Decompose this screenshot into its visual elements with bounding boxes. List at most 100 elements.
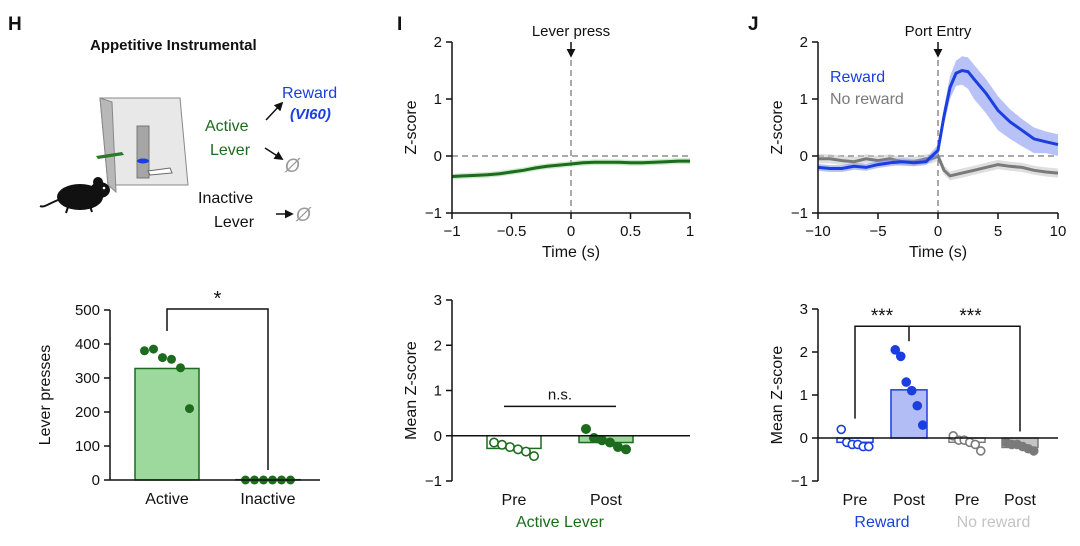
y-tick-label: 300 <box>75 370 100 387</box>
significance-marker-2: *** <box>959 306 982 327</box>
data-point <box>520 446 531 457</box>
data-point <box>620 444 631 455</box>
active-lever-label-2: Lever <box>210 142 251 159</box>
y-tick-label: −1 <box>791 205 808 222</box>
y-tick-label: 0 <box>434 148 442 165</box>
y-axis-label: Mean Z-score <box>769 346 786 445</box>
data-point <box>901 377 912 387</box>
schedule-label: (VI60) <box>290 106 331 123</box>
y-tick-label: 0 <box>800 430 808 447</box>
y-tick-label: 1 <box>800 387 808 404</box>
series-no-reward-error-band <box>818 151 1058 181</box>
y-tick-label: 100 <box>75 438 100 455</box>
series-reward-line <box>817 68 1059 170</box>
data-point <box>185 404 194 414</box>
arrow-icon-active-null <box>264 147 284 160</box>
x-category-label: Pre <box>843 492 868 509</box>
event-label: Port Entry <box>905 23 972 40</box>
panel-h-title: Appetitive Instrumental <box>90 37 257 54</box>
bar-active <box>134 367 200 481</box>
significance-marker: n.s. <box>548 386 572 403</box>
reward-label: Reward <box>282 85 337 102</box>
y-tick-label: −1 <box>425 473 442 490</box>
data-point <box>167 354 176 364</box>
y-tick-label: 0 <box>434 428 442 445</box>
legend-no-reward: No reward <box>830 91 904 108</box>
data-point <box>504 442 515 453</box>
x-tick-label: 1 <box>686 223 694 240</box>
event-label: Lever press <box>532 23 610 40</box>
data-point <box>149 344 158 354</box>
data-point <box>528 451 539 462</box>
data-point <box>975 446 986 456</box>
x-tick-label: −1 <box>443 223 460 240</box>
data-point <box>890 345 901 355</box>
group-label-active-lever: Active Lever <box>516 514 605 531</box>
x-category-label: Active <box>145 491 189 508</box>
y-axis-label: Lever presses <box>37 345 54 446</box>
data-point <box>836 424 847 435</box>
y-tick-label: 2 <box>800 34 808 51</box>
panel-j-letter: J <box>748 14 759 35</box>
y-axis-label: Z-score <box>769 100 786 154</box>
panel-i-letter: I <box>397 14 402 35</box>
data-point <box>604 437 615 448</box>
mouse-icon <box>39 177 110 214</box>
significance-marker: * <box>214 288 222 310</box>
y-tick-label: 2 <box>434 337 442 354</box>
null-symbol-active: Ø <box>284 156 301 177</box>
y-tick-label: 0 <box>800 148 808 165</box>
y-tick-label: 400 <box>75 336 100 353</box>
data-point <box>596 435 607 446</box>
data-point <box>158 353 167 363</box>
y-tick-label: −1 <box>791 473 808 490</box>
data-point <box>863 441 874 452</box>
y-axis-label: Z-score <box>403 100 420 154</box>
panel-h-letter: H <box>8 14 22 35</box>
inactive-lever-label-1: Inactive <box>198 190 253 207</box>
series-active-lever-line <box>451 159 690 178</box>
x-axis-label: Time (s) <box>909 244 967 261</box>
legend-reward: Reward <box>830 69 885 86</box>
x-tick-label: 0 <box>934 223 942 240</box>
x-category-label: Post <box>1004 492 1037 509</box>
data-point <box>580 423 591 434</box>
significance-bracket <box>854 325 1021 432</box>
y-tick-label: 1 <box>434 383 442 400</box>
x-category-label: Post <box>590 492 623 509</box>
data-point <box>906 385 917 396</box>
x-category-label: Pre <box>502 492 527 509</box>
data-point <box>895 351 906 362</box>
y-tick-label: 200 <box>75 404 100 421</box>
group-label-no-reward: No reward <box>957 514 1031 531</box>
bar-post-1 <box>890 389 928 439</box>
x-tick-label: 5 <box>994 223 1002 240</box>
chart-j-mean-zscore: Pre Post Pre Post −1 0 1 2 3 Mean Z-score Reward No… <box>769 301 1058 531</box>
data-point <box>496 439 507 450</box>
x-tick-label: 0 <box>567 223 575 240</box>
y-tick-label: 3 <box>434 292 442 309</box>
chart-h-lever-presses: Active Inactive 0 100 200 300 400 500 Lever pres… <box>37 288 320 508</box>
y-tick-label: 2 <box>434 34 442 51</box>
data-point <box>512 444 523 455</box>
x-tick-label: 0.5 <box>620 223 641 240</box>
group-label-reward: Reward <box>854 514 909 531</box>
y-tick-label: 2 <box>800 344 808 361</box>
x-category-label: Post <box>893 492 926 509</box>
chart-i-mean-zscore: Pre Post −1 0 1 2 3 Mean Z-score Active Lever n.s… <box>403 292 690 531</box>
data-point <box>917 420 928 430</box>
data-point <box>970 439 981 450</box>
data-point <box>912 400 923 411</box>
data-point <box>612 442 623 453</box>
data-point <box>1028 446 1039 456</box>
x-category-label: Pre <box>955 492 980 509</box>
y-tick-label: 500 <box>75 302 100 319</box>
significance-bracket <box>166 308 269 470</box>
y-tick-label: 0 <box>92 472 100 489</box>
x-axis-label: Time (s) <box>542 244 600 261</box>
chart-i-zscore-trace: −1 0 1 2 Z-score −1 −0.5 0 0.5 1 Time (s) Lever pre… <box>403 23 694 261</box>
x-tick-label: −10 <box>805 223 830 240</box>
y-tick-label: 3 <box>800 301 808 318</box>
